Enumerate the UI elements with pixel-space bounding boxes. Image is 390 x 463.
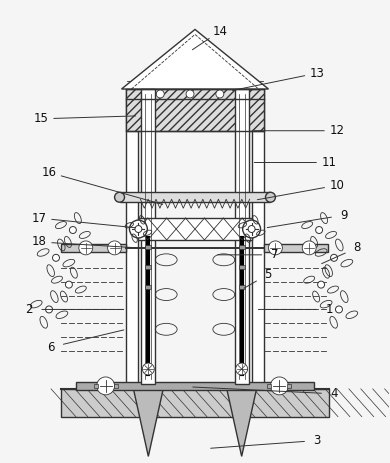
Text: 6: 6 — [47, 341, 55, 354]
Text: 9: 9 — [340, 209, 347, 222]
Text: 13: 13 — [310, 67, 324, 80]
Text: 12: 12 — [330, 124, 344, 137]
Bar — [61, 244, 126, 252]
Text: 15: 15 — [34, 113, 48, 125]
Bar — [252, 89, 264, 384]
Circle shape — [216, 90, 224, 98]
Bar — [126, 89, 264, 131]
Bar — [138, 218, 252, 240]
Circle shape — [268, 241, 282, 255]
Circle shape — [108, 241, 122, 255]
Polygon shape — [227, 389, 257, 457]
Circle shape — [236, 363, 248, 375]
Bar — [235, 89, 248, 384]
Circle shape — [142, 363, 154, 375]
Text: 7: 7 — [271, 248, 278, 261]
Text: 2: 2 — [25, 303, 33, 316]
Bar — [126, 89, 138, 384]
Text: 17: 17 — [32, 212, 47, 225]
Bar — [76, 382, 314, 390]
Circle shape — [46, 306, 53, 313]
Text: 4: 4 — [330, 388, 338, 400]
Circle shape — [66, 281, 73, 288]
Bar — [145, 245, 151, 249]
Circle shape — [97, 377, 115, 395]
Bar — [239, 285, 245, 288]
Bar — [120, 192, 270, 202]
Circle shape — [69, 226, 76, 233]
Circle shape — [316, 226, 323, 233]
Bar — [239, 245, 245, 249]
Circle shape — [156, 90, 164, 98]
Circle shape — [79, 241, 93, 255]
Circle shape — [302, 241, 316, 255]
Circle shape — [317, 281, 324, 288]
Polygon shape — [133, 389, 163, 457]
Polygon shape — [122, 30, 268, 89]
Bar — [61, 389, 329, 417]
Text: 3: 3 — [314, 434, 321, 447]
Circle shape — [270, 377, 288, 395]
Circle shape — [186, 90, 194, 98]
Circle shape — [243, 220, 261, 238]
Circle shape — [129, 220, 147, 238]
Circle shape — [53, 254, 59, 261]
Text: 16: 16 — [42, 166, 57, 179]
Text: 5: 5 — [264, 268, 271, 281]
Bar — [113, 384, 117, 388]
Text: 8: 8 — [353, 241, 360, 254]
Circle shape — [331, 254, 337, 261]
Ellipse shape — [266, 192, 275, 202]
Bar — [264, 244, 328, 252]
Circle shape — [335, 306, 342, 313]
Bar — [145, 285, 151, 288]
Text: 18: 18 — [32, 235, 46, 249]
Text: 14: 14 — [212, 25, 227, 38]
Ellipse shape — [115, 192, 124, 202]
Bar — [268, 384, 271, 388]
Text: 11: 11 — [321, 156, 337, 169]
Bar — [142, 89, 155, 384]
Bar — [145, 265, 151, 269]
Circle shape — [248, 225, 255, 232]
Circle shape — [135, 225, 142, 232]
Text: 1: 1 — [325, 303, 333, 316]
Bar — [239, 265, 245, 269]
Bar — [94, 384, 98, 388]
Text: 10: 10 — [330, 179, 344, 192]
Bar — [287, 384, 291, 388]
